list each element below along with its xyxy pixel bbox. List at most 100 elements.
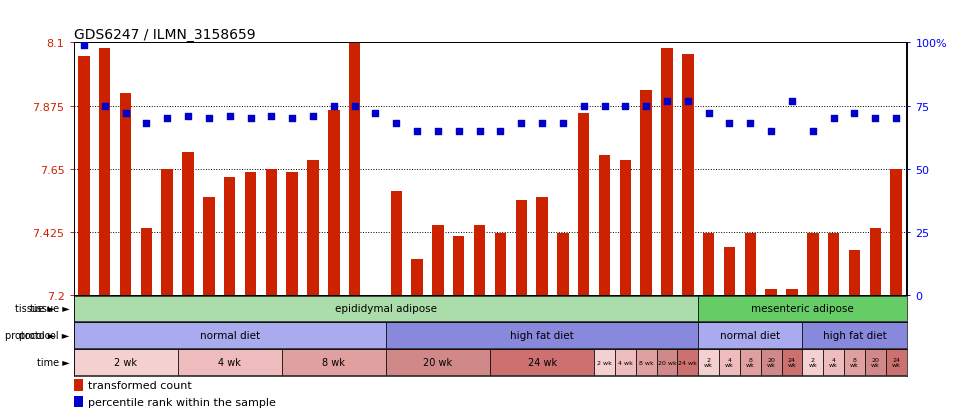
- Text: normal diet: normal diet: [720, 330, 780, 341]
- Point: [326, 103, 342, 109]
- Bar: [74, 396, 83, 407]
- Bar: [808, 234, 818, 295]
- Text: 2 wk: 2 wk: [597, 360, 612, 365]
- Point: [514, 121, 529, 127]
- Text: 24
wk: 24 wk: [788, 357, 797, 368]
- Text: normal diet: normal diet: [200, 330, 260, 341]
- Text: 8
wk: 8 wk: [746, 357, 755, 368]
- Point: [743, 121, 759, 127]
- Bar: [698, 296, 906, 322]
- Bar: [891, 169, 902, 295]
- Bar: [657, 349, 677, 375]
- Bar: [677, 349, 698, 375]
- Point: [76, 43, 92, 49]
- Bar: [662, 49, 672, 295]
- Bar: [599, 155, 611, 295]
- Point: [221, 113, 237, 120]
- Point: [305, 113, 320, 120]
- Point: [638, 103, 654, 109]
- Bar: [619, 161, 631, 295]
- Point: [617, 103, 633, 109]
- Point: [451, 128, 466, 135]
- Text: 20 wk: 20 wk: [658, 360, 676, 365]
- Point: [368, 111, 383, 117]
- Bar: [682, 55, 694, 295]
- Point: [867, 116, 883, 122]
- Bar: [849, 251, 860, 295]
- Text: 8
wk: 8 wk: [850, 357, 858, 368]
- Text: 4 wk: 4 wk: [618, 360, 633, 365]
- Text: GDS6247 / ILMN_3158659: GDS6247 / ILMN_3158659: [74, 28, 255, 43]
- Point: [118, 111, 133, 117]
- Point: [826, 116, 842, 122]
- Bar: [182, 152, 194, 295]
- Bar: [74, 379, 83, 391]
- Bar: [765, 290, 777, 295]
- Bar: [203, 197, 215, 295]
- Bar: [286, 172, 298, 295]
- Point: [201, 116, 217, 122]
- Text: 8 wk: 8 wk: [639, 360, 654, 365]
- Text: time ►: time ►: [36, 357, 70, 368]
- Point: [680, 98, 696, 104]
- Bar: [578, 113, 589, 295]
- Point: [243, 116, 259, 122]
- Point: [471, 128, 487, 135]
- Bar: [386, 349, 490, 375]
- Text: 4 wk: 4 wk: [219, 357, 241, 368]
- Text: 2 wk: 2 wk: [114, 357, 137, 368]
- Text: transformed count: transformed count: [88, 380, 192, 390]
- Point: [888, 116, 904, 122]
- Bar: [786, 290, 798, 295]
- Bar: [886, 349, 907, 375]
- Bar: [515, 200, 527, 295]
- Bar: [823, 349, 844, 375]
- Point: [721, 121, 737, 127]
- Point: [847, 111, 862, 117]
- Bar: [328, 111, 339, 295]
- Point: [534, 121, 550, 127]
- Bar: [432, 225, 444, 295]
- Bar: [490, 349, 594, 375]
- Bar: [719, 349, 740, 375]
- Text: 4
wk: 4 wk: [725, 357, 734, 368]
- Bar: [740, 349, 760, 375]
- Bar: [698, 323, 803, 349]
- Text: epididymal adipose: epididymal adipose: [335, 304, 437, 314]
- Bar: [803, 323, 907, 349]
- Bar: [412, 259, 422, 295]
- Text: high fat diet: high fat diet: [511, 330, 574, 341]
- Point: [430, 128, 446, 135]
- Bar: [782, 349, 803, 375]
- Bar: [349, 43, 361, 295]
- Bar: [803, 349, 823, 375]
- Bar: [282, 349, 386, 375]
- Bar: [78, 57, 89, 295]
- Point: [160, 116, 175, 122]
- Text: tissue ►: tissue ►: [29, 304, 70, 314]
- Text: high fat diet: high fat diet: [822, 330, 886, 341]
- Bar: [495, 234, 506, 295]
- Point: [284, 116, 300, 122]
- Bar: [74, 296, 698, 322]
- Bar: [245, 172, 256, 295]
- Bar: [453, 237, 465, 295]
- Bar: [865, 349, 886, 375]
- Point: [555, 121, 570, 127]
- Point: [410, 128, 425, 135]
- Text: 20
wk: 20 wk: [871, 357, 880, 368]
- Text: 4
wk: 4 wk: [829, 357, 838, 368]
- Bar: [536, 197, 548, 295]
- Point: [388, 121, 404, 127]
- Point: [180, 113, 196, 120]
- Text: 24 wk: 24 wk: [678, 360, 698, 365]
- Bar: [177, 349, 282, 375]
- Bar: [162, 169, 172, 295]
- Point: [805, 128, 820, 135]
- Point: [97, 103, 113, 109]
- Point: [576, 103, 592, 109]
- Bar: [703, 234, 714, 295]
- Bar: [74, 323, 386, 349]
- Text: 8 wk: 8 wk: [322, 357, 345, 368]
- Bar: [698, 349, 719, 375]
